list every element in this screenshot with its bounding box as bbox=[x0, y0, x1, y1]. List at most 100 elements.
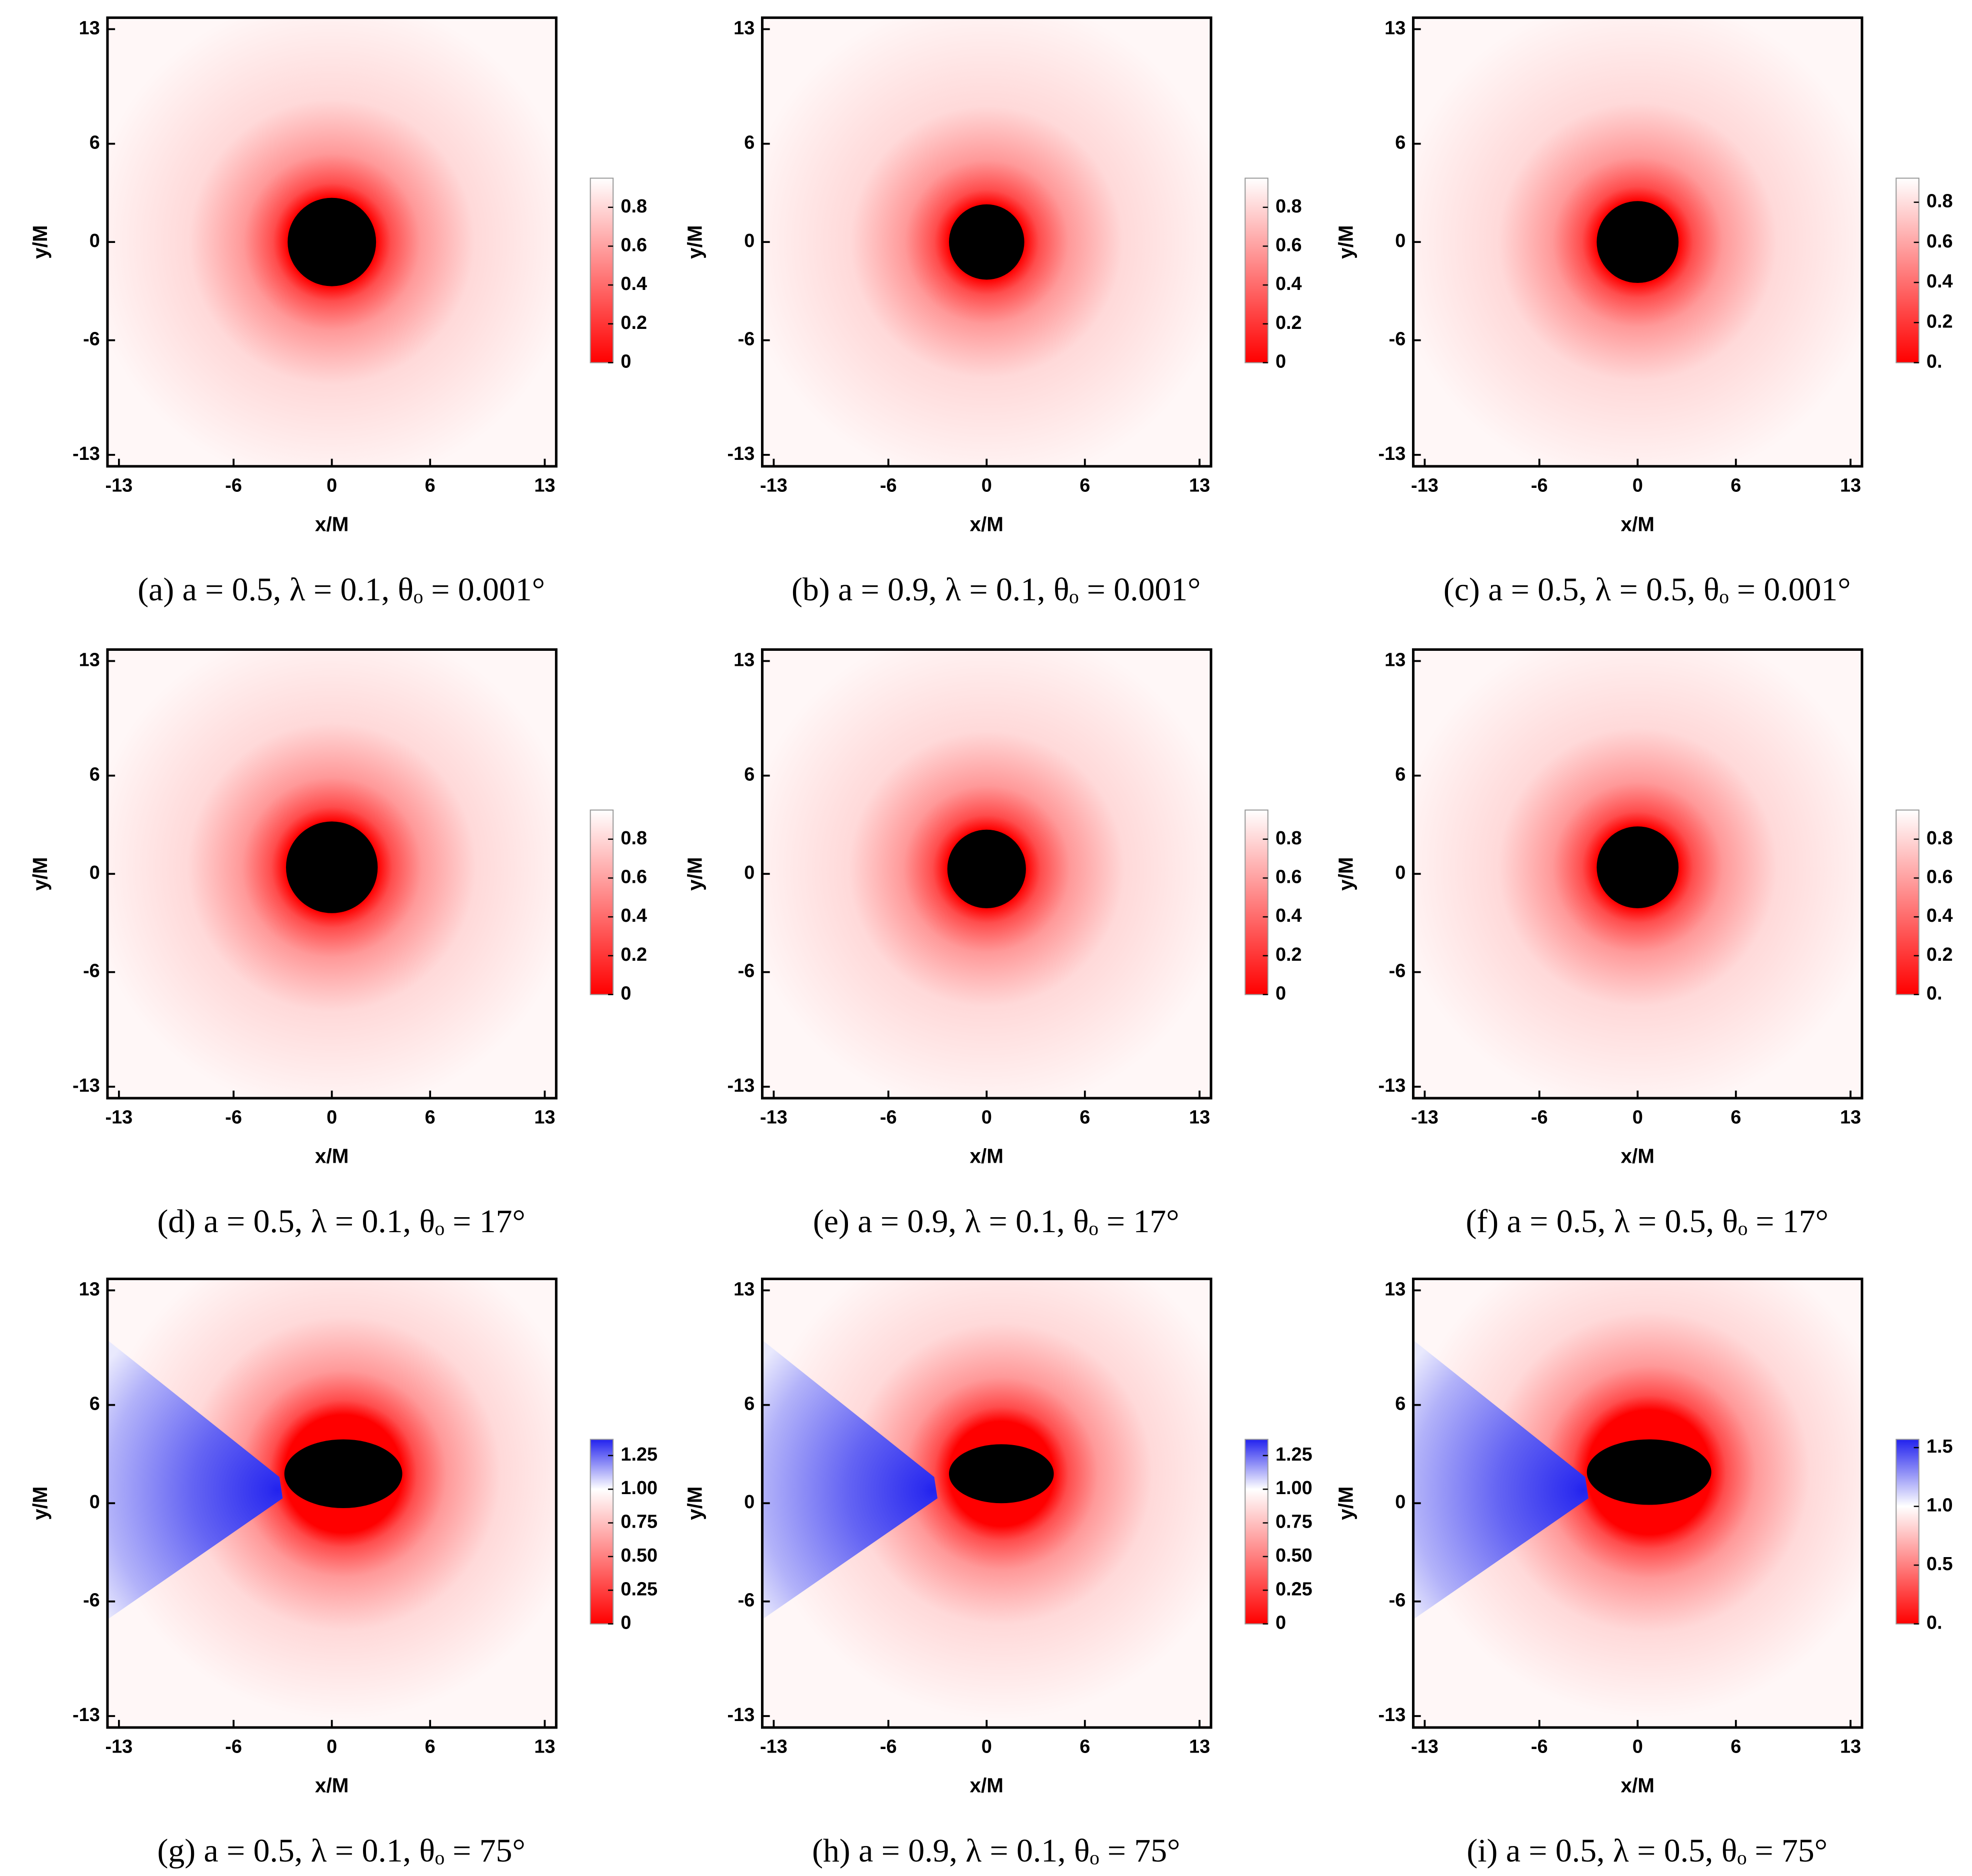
y-tick-label: -13 bbox=[72, 1075, 100, 1096]
panel: -13 -6 0 6 13 -13 -6 0 6 13 x/M y/M 0 0.2 0.4 0.6 0.8 (a)… bbox=[28, 16, 647, 608]
shadow bbox=[948, 204, 1024, 280]
panel: -13 -6 0 6 13 -13 -6 0 6 13 x/M y/M 0 0.25 0.50 0.75 1.0… bbox=[684, 1277, 1312, 1869]
y-tick-label: 0 bbox=[90, 230, 100, 251]
colorbar-tick-label: 0.6 bbox=[1926, 231, 1953, 252]
heatmap bbox=[762, 649, 1212, 1098]
x-tick-label: 13 bbox=[1189, 475, 1210, 496]
y-tick-label: 0 bbox=[744, 1492, 754, 1513]
y-tick-label: -13 bbox=[72, 1705, 100, 1726]
heatmap bbox=[107, 17, 556, 466]
y-tick-label: 0 bbox=[90, 1492, 100, 1513]
y-axis-label: y/M bbox=[28, 857, 52, 890]
x-tick-label: 13 bbox=[1840, 1736, 1861, 1757]
colorbar-tick-label: 0.25 bbox=[620, 1579, 658, 1600]
x-tick-label: -6 bbox=[1531, 1107, 1548, 1128]
colorbar-tick-label: 0 bbox=[620, 1613, 631, 1634]
colorbar-tick-label: 0.2 bbox=[1276, 944, 1302, 965]
y-tick-label: -6 bbox=[1389, 1590, 1406, 1611]
y-tick-label: -6 bbox=[1389, 961, 1406, 982]
y-tick-label: 13 bbox=[1384, 1279, 1406, 1300]
x-tick-label: -6 bbox=[1531, 1736, 1548, 1757]
colorbar bbox=[590, 1439, 614, 1625]
colorbar-tick-label: 0.2 bbox=[1926, 944, 1953, 965]
caption: (d) a = 0.5, λ = 0.1, θₒ = 17° bbox=[158, 1203, 526, 1240]
caption: (h) a = 0.9, λ = 0.1, θₒ = 75° bbox=[812, 1833, 1180, 1869]
x-tick-label: -13 bbox=[105, 1736, 132, 1757]
colorbar bbox=[1896, 177, 1920, 363]
colorbar-tick-label: 0.2 bbox=[1276, 312, 1302, 333]
heatmap bbox=[762, 17, 1212, 466]
x-tick-label: 13 bbox=[1840, 1107, 1861, 1128]
x-tick-label: -6 bbox=[880, 475, 897, 496]
x-axis-label: x/M bbox=[970, 1144, 1004, 1167]
x-tick-label: 6 bbox=[425, 1736, 436, 1757]
x-tick-label: 6 bbox=[1730, 1107, 1741, 1128]
y-tick-label: -6 bbox=[1389, 329, 1406, 350]
x-tick-label: -13 bbox=[1411, 1736, 1438, 1757]
y-tick-label: 6 bbox=[90, 764, 100, 785]
colorbar-tick-label: 0.4 bbox=[1926, 271, 1953, 292]
x-tick-label: -6 bbox=[225, 475, 242, 496]
shadow bbox=[284, 1439, 402, 1509]
colorbar-tick-label: 0.75 bbox=[1276, 1512, 1312, 1533]
y-tick-label: -13 bbox=[1378, 443, 1406, 464]
colorbar-tick-label: 0.4 bbox=[620, 905, 647, 926]
y-tick-label: -13 bbox=[72, 443, 100, 464]
y-axis-label: y/M bbox=[684, 1486, 706, 1520]
heatmap bbox=[1413, 1279, 1862, 1728]
shadow bbox=[947, 829, 1026, 908]
colorbar-tick-label: 0. bbox=[1926, 983, 1942, 1004]
colorbar-tick-label: 0 bbox=[1276, 351, 1286, 372]
shadow bbox=[1586, 1439, 1712, 1505]
y-tick-label: 0 bbox=[744, 230, 754, 251]
x-tick-label: 0 bbox=[1632, 475, 1643, 496]
x-tick-label: 0 bbox=[326, 1107, 337, 1128]
panel: -13 -6 0 6 13 -13 -6 0 6 13 x/M y/M 0. 0.2 0.4 0.6 0.8 (c… bbox=[1334, 16, 1953, 608]
x-tick-label: -13 bbox=[105, 475, 132, 496]
caption: (c) a = 0.5, λ = 0.5, θₒ = 0.001° bbox=[1444, 571, 1851, 608]
x-tick-label: 6 bbox=[1080, 475, 1090, 496]
caption: (f) a = 0.5, λ = 0.5, θₒ = 17° bbox=[1466, 1203, 1828, 1240]
colorbar-tick-label: 0.75 bbox=[620, 1512, 658, 1533]
x-tick-label: 13 bbox=[1840, 475, 1861, 496]
x-tick-label: -13 bbox=[105, 1107, 132, 1128]
x-axis-label: x/M bbox=[315, 1774, 348, 1797]
panel: -13 -6 0 6 13 -13 -6 0 6 13 x/M y/M 0 0.2 0.4 0.6 0.8 (e)… bbox=[684, 648, 1302, 1240]
y-tick-label: 6 bbox=[744, 132, 754, 153]
y-tick-label: 13 bbox=[734, 1279, 754, 1300]
colorbar-tick-label: 0.6 bbox=[1276, 867, 1302, 888]
x-tick-label: 0 bbox=[982, 475, 992, 496]
colorbar-tick-label: 1.00 bbox=[1276, 1478, 1312, 1499]
colorbar-tick-label: 0.8 bbox=[1276, 196, 1302, 217]
heatmap bbox=[107, 1279, 556, 1728]
y-tick-label: 0 bbox=[744, 862, 754, 883]
colorbar-tick-label: 0.50 bbox=[620, 1545, 658, 1566]
colorbar-tick-label: 1.00 bbox=[620, 1478, 658, 1499]
y-tick-label: -6 bbox=[738, 329, 755, 350]
x-tick-label: -6 bbox=[225, 1107, 242, 1128]
colorbar bbox=[1244, 809, 1268, 995]
y-tick-label: -13 bbox=[728, 443, 755, 464]
colorbar-tick-label: 0 bbox=[1276, 983, 1286, 1004]
panel: -13 -6 0 6 13 -13 -6 0 6 13 x/M y/M 0. 0.5 1.0 1.5 (i) a… bbox=[1334, 1277, 1953, 1869]
colorbar-tick-label: 0.6 bbox=[620, 234, 647, 255]
y-tick-label: 6 bbox=[90, 132, 100, 153]
shadow bbox=[1596, 826, 1679, 908]
y-tick-label: 0 bbox=[1395, 862, 1406, 883]
y-tick-label: 6 bbox=[90, 1394, 100, 1415]
heatmap bbox=[1413, 649, 1862, 1098]
x-axis-label: x/M bbox=[315, 512, 348, 535]
y-tick-label: 6 bbox=[744, 1394, 754, 1415]
y-tick-label: 13 bbox=[1384, 649, 1406, 670]
x-tick-label: 13 bbox=[1189, 1107, 1210, 1128]
y-tick-label: 13 bbox=[79, 17, 100, 38]
x-tick-label: -6 bbox=[1531, 475, 1548, 496]
y-tick-label: 0 bbox=[1395, 230, 1406, 251]
caption: (i) a = 0.5, λ = 0.5, θₒ = 75° bbox=[1466, 1833, 1828, 1869]
colorbar bbox=[1244, 1439, 1268, 1625]
colorbar-tick-label: 0. bbox=[1926, 351, 1942, 372]
y-axis-label: y/M bbox=[1334, 1486, 1358, 1520]
caption: (a) a = 0.5, λ = 0.1, θₒ = 0.001° bbox=[138, 571, 545, 608]
colorbar bbox=[590, 809, 614, 995]
